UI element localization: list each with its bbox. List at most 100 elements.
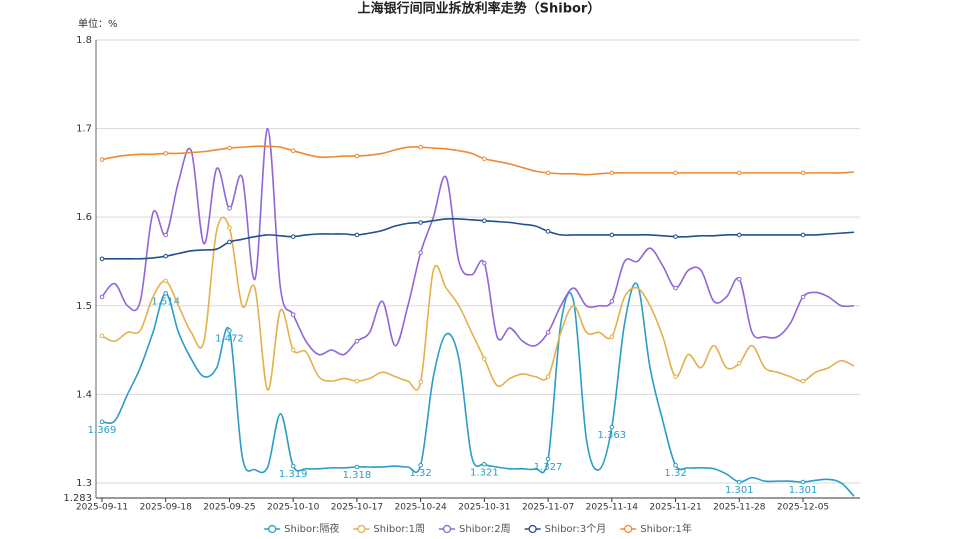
data-point <box>609 334 615 340</box>
data-point <box>418 379 423 385</box>
x-tick-label: 2025-09-11 <box>76 503 128 513</box>
data-label: 1.32 <box>664 468 686 479</box>
data-point <box>354 464 360 470</box>
data-point <box>418 144 423 150</box>
legend-marker <box>357 524 366 534</box>
data-point <box>290 347 296 353</box>
data-point <box>482 462 487 467</box>
data-point <box>99 256 105 262</box>
data-point <box>99 419 105 425</box>
data-label: 1.472 <box>215 334 244 345</box>
data-point <box>418 462 423 468</box>
data-point <box>673 462 678 468</box>
data-point <box>736 479 742 485</box>
data-point <box>800 479 806 485</box>
x-tick-label: 2025-09-18 <box>140 503 193 513</box>
data-point <box>163 151 169 156</box>
data-point <box>99 157 105 162</box>
data-point <box>673 234 678 239</box>
data-label: 1.369 <box>88 425 117 436</box>
data-label: 1.32 <box>410 468 432 479</box>
legend-marker <box>528 524 537 534</box>
data-label: 1.327 <box>534 462 563 473</box>
data-point <box>99 333 105 339</box>
x-tick-label: 2025-10-10 <box>267 503 320 513</box>
data-point <box>545 374 551 379</box>
data-point <box>736 232 742 238</box>
y-axis-label: 单位：% <box>78 17 118 30</box>
data-point <box>163 232 169 238</box>
x-tick-label: 2025-11-07 <box>522 503 574 513</box>
data-point <box>800 170 806 176</box>
data-point <box>163 253 169 259</box>
legend-label: Shibor:1周 <box>373 523 425 535</box>
data-point <box>163 291 169 296</box>
data-label: 1.319 <box>279 469 308 480</box>
data-label: 1.363 <box>598 430 627 441</box>
y-tick-label: 1.6 <box>76 212 92 223</box>
legend-item: Shibor:隔夜 <box>264 522 339 535</box>
data-point <box>418 250 423 255</box>
data-point <box>354 338 360 344</box>
data-point <box>227 206 232 211</box>
data-point <box>800 232 806 238</box>
data-point <box>800 378 806 384</box>
data-point <box>545 456 551 462</box>
y-tick-label: 1.7 <box>76 124 92 135</box>
data-point <box>545 170 551 176</box>
legend-marker <box>442 524 452 534</box>
legend-marker <box>624 524 633 534</box>
data-point <box>354 378 360 384</box>
data-point <box>736 276 742 282</box>
data-point <box>482 260 487 266</box>
data-point <box>163 278 169 284</box>
data-point <box>418 220 423 225</box>
legend-label: Shibor:1年 <box>640 522 692 535</box>
data-point <box>290 234 296 239</box>
data-point <box>673 374 678 379</box>
y-tick-label: 1.4 <box>76 389 92 400</box>
data-point <box>736 170 742 176</box>
legend-label: Shibor:3个月 <box>545 523 607 535</box>
y-tick-label: 1.5 <box>76 301 92 312</box>
data-point <box>99 294 105 300</box>
data-point <box>545 229 551 234</box>
data-point <box>482 156 487 162</box>
data-point <box>609 424 615 430</box>
data-point <box>354 153 360 159</box>
legend-item: Shibor:2周 <box>439 523 511 535</box>
data-point <box>290 148 296 154</box>
series-line <box>101 127 855 356</box>
x-tick-label: 2025-11-21 <box>649 503 701 513</box>
series-line <box>101 216 855 391</box>
x-tick-label: 2025-11-14 <box>586 503 639 513</box>
data-label: 1.321 <box>470 467 499 478</box>
data-point <box>227 225 232 231</box>
series-line <box>101 145 855 176</box>
data-point <box>609 299 615 304</box>
y-tick-label: 1.8 <box>76 35 92 46</box>
data-point <box>609 170 615 176</box>
data-label: 1.301 <box>789 485 818 496</box>
legend-item: Shibor:3个月 <box>524 523 607 535</box>
data-point <box>482 218 487 224</box>
data-point <box>545 330 551 335</box>
data-point <box>290 312 296 317</box>
data-point <box>673 285 678 291</box>
series-line <box>101 282 855 497</box>
legend-item: Shibor:1年 <box>620 522 692 535</box>
data-point <box>736 361 742 366</box>
legend-marker <box>268 524 277 534</box>
x-tick-label: 2025-12-05 <box>777 503 829 513</box>
data-label: 1.301 <box>725 485 754 496</box>
data-point <box>227 328 232 333</box>
x-tick-label: 2025-10-17 <box>331 503 383 513</box>
legend-label: Shibor:2周 <box>459 523 511 535</box>
data-point <box>354 232 360 238</box>
y-tick-label: 1.283 <box>63 493 92 504</box>
data-label: 1.318 <box>343 470 372 481</box>
chart-title: 上海银行间同业拆放利率走势（Shibor） <box>358 1 601 17</box>
data-point <box>227 239 232 245</box>
data-point <box>482 356 487 362</box>
